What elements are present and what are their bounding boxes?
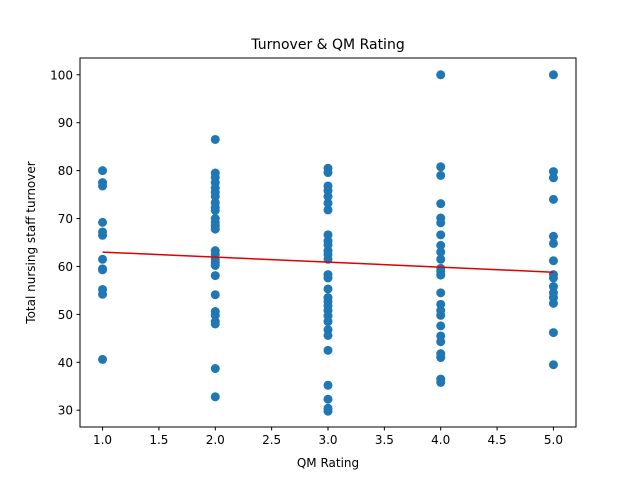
data-point	[98, 354, 108, 364]
x-tick-label: 2.5	[262, 433, 281, 447]
data-point	[436, 353, 446, 363]
data-point	[436, 254, 446, 264]
x-tick-label: 2.0	[206, 433, 225, 447]
data-point	[98, 181, 108, 191]
data-point	[210, 271, 220, 281]
data-point	[323, 406, 333, 416]
y-axis-ticks: 30 40 50 60 70 80 90 100	[50, 68, 80, 418]
data-point	[436, 218, 446, 228]
data-point	[323, 330, 333, 340]
data-point	[323, 198, 333, 208]
x-tick-label: 1.0	[93, 433, 112, 447]
y-tick-label: 40	[58, 356, 73, 370]
data-point	[98, 217, 108, 227]
y-tick-label: 90	[58, 116, 73, 130]
data-point	[323, 394, 333, 404]
y-tick-label: 30	[58, 404, 73, 418]
data-point	[323, 380, 333, 390]
data-point	[548, 173, 558, 183]
data-point	[548, 273, 558, 283]
data-point	[210, 319, 220, 329]
trend-line	[102, 251, 554, 273]
y-tick-label: 80	[58, 164, 73, 178]
data-point	[548, 282, 558, 292]
data-point	[210, 261, 220, 270]
data-point	[436, 170, 446, 180]
x-tick-label: 3.5	[375, 433, 394, 447]
data-point	[436, 70, 446, 80]
x-tick-label: 4.5	[488, 433, 507, 447]
x-tick-label: 5.0	[544, 433, 563, 447]
chart-title: Turnover & QM Rating	[250, 37, 404, 53]
y-tick-label: 100	[50, 68, 73, 82]
data-point	[98, 254, 108, 264]
data-point	[436, 247, 446, 257]
data-point	[436, 230, 446, 240]
data-point	[548, 167, 558, 177]
data-point	[210, 205, 220, 215]
data-point	[548, 360, 558, 370]
data-point	[323, 317, 333, 327]
data-point	[210, 134, 220, 144]
data-point	[436, 162, 446, 172]
data-point	[98, 166, 108, 176]
data-point	[323, 191, 333, 201]
x-tick-label: 1.5	[149, 433, 168, 447]
data-point	[210, 310, 220, 320]
data-point	[548, 298, 558, 308]
data-point	[323, 168, 333, 178]
data-point	[210, 392, 220, 402]
data-point	[548, 328, 558, 338]
data-point	[436, 240, 446, 250]
data-point	[98, 265, 108, 275]
x-axis-ticks: 1.0 1.5 2.0 2.5 3.0 3.5 4.0 4.5 5.0	[93, 427, 563, 447]
data-point	[548, 194, 558, 204]
data-point	[436, 321, 446, 331]
y-tick-label: 50	[58, 308, 73, 322]
data-point	[548, 70, 558, 80]
data-point	[323, 345, 333, 355]
data-point	[436, 299, 446, 309]
data-point	[323, 284, 333, 294]
data-point	[98, 230, 108, 240]
data-point	[548, 238, 558, 248]
data-point	[323, 205, 333, 215]
data-point	[98, 289, 108, 299]
data-point	[210, 290, 220, 300]
x-axis-label: QM Rating	[297, 456, 359, 470]
scatter-points	[98, 70, 558, 416]
data-point	[323, 273, 333, 283]
x-tick-label: 4.0	[431, 433, 450, 447]
data-point	[210, 364, 220, 374]
data-point	[436, 310, 446, 320]
data-point	[210, 224, 220, 234]
data-point	[548, 231, 558, 241]
data-point	[323, 230, 333, 240]
data-point	[436, 337, 446, 347]
x-tick-label: 3.0	[318, 433, 337, 447]
y-tick-label: 70	[58, 212, 73, 226]
y-tick-label: 60	[58, 260, 73, 274]
trend-line-layer	[102, 251, 554, 273]
data-point	[548, 256, 558, 266]
data-point	[436, 199, 446, 209]
y-axis-label: Total nursing staff turnover	[24, 161, 38, 324]
data-point	[436, 270, 446, 280]
data-point	[436, 288, 446, 298]
data-point	[436, 377, 446, 387]
data-point	[210, 191, 220, 201]
